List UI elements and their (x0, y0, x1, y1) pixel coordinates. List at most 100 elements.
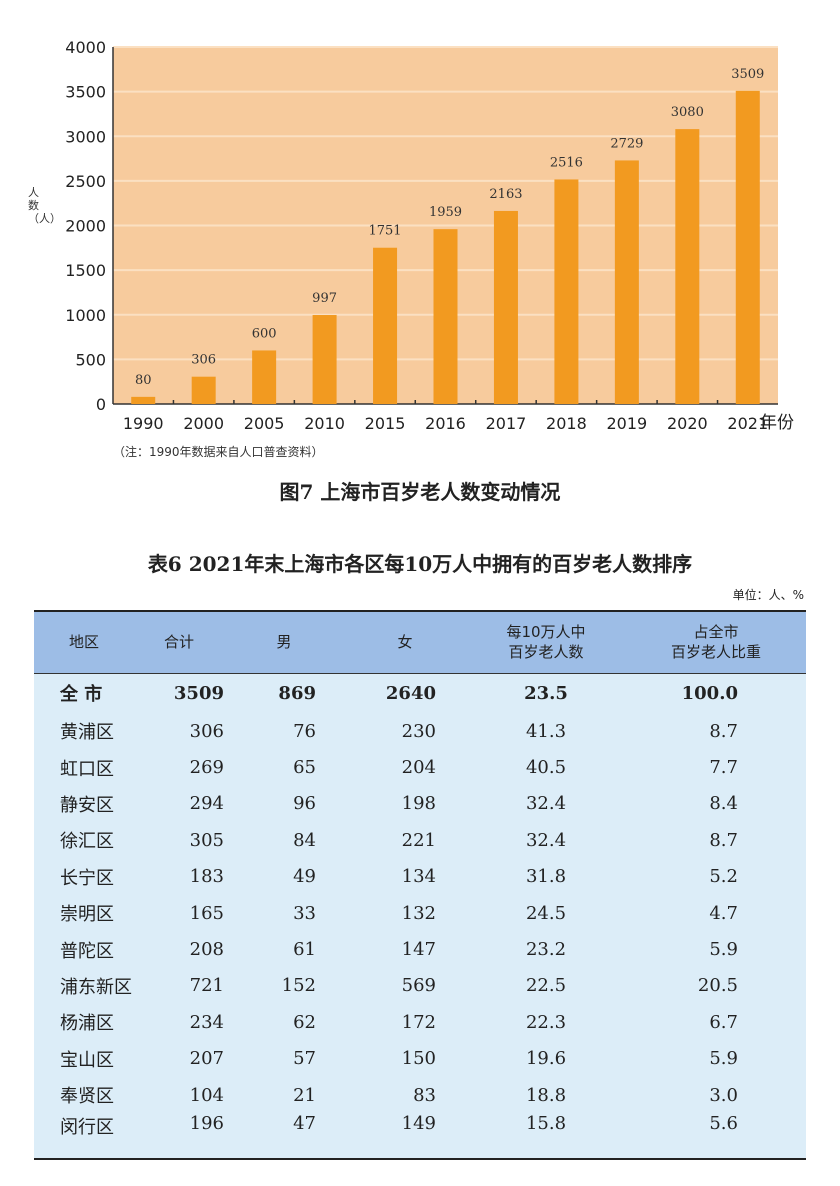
table-cell: 305 (189, 829, 224, 851)
table-cell: 165 (189, 902, 224, 924)
y-tick-label: 500 (75, 350, 106, 369)
table-cell: 33 (293, 902, 316, 924)
chart-title: 图7 上海市百岁老人数变动情况 (279, 480, 561, 504)
table-header-row: 地区 合计 男 女 每10万人中 百岁老人数 占全市 百岁老人比重 (34, 611, 806, 673)
table-cell: 32.4 (525, 829, 567, 851)
table-cell: 18.8 (525, 1084, 567, 1106)
table-cell: 61 (293, 939, 316, 961)
table-row: 全 市 3509 869 2640 23.5 100.0 (34, 673, 806, 713)
bar-2021 (735, 90, 760, 404)
column-header: 合计 (163, 633, 194, 652)
table-cell: 7.7 (709, 757, 738, 779)
table-cell: 196 (189, 1113, 224, 1135)
table-row: 宝山区 207 57 150 19.6 5.9 (34, 1041, 806, 1077)
data-label-2021: 3509 (731, 67, 764, 82)
table-cell: 204 (401, 757, 436, 779)
y-tick-label: 2500 (65, 172, 106, 191)
data-table: 地区 合计 男 女 每10万人中 百岁老人数 占全市 百岁老人比重 全 市 3509 869 264… (34, 610, 806, 1161)
bar-1990 (131, 396, 156, 404)
table-cell: 5.6 (709, 1113, 738, 1135)
table-cell: 172 (401, 1011, 436, 1033)
table-cell: 崇明区 (60, 904, 114, 926)
table-cell: 198 (401, 793, 436, 815)
x-tick-label: 2021 (727, 414, 768, 433)
table-row: 虹口区 269 65 204 40.5 7.7 (34, 749, 806, 785)
table-cell: 152 (281, 975, 316, 997)
table-row: 长宁区 183 49 134 31.8 5.2 (34, 859, 806, 895)
table-cell: 21 (293, 1084, 316, 1106)
table-cell: 65 (293, 757, 316, 779)
table-cell: 132 (401, 902, 436, 924)
table-cell: 569 (401, 975, 436, 997)
table-cell: 20.5 (697, 975, 738, 997)
table-cell: 8.7 (709, 829, 738, 851)
table-cell: 207 (189, 1048, 224, 1070)
table-cell: 22.5 (525, 975, 567, 997)
bar-chart: 0 500 1000 1500 2000 2500 3000 3500 4000 80 1990 30… (65, 38, 778, 433)
table-row: 奉贤区 104 21 83 18.8 3.0 (34, 1077, 806, 1113)
table-cell: 183 (189, 866, 224, 888)
bar-2015 (373, 247, 398, 404)
y-tick-label: 1000 (65, 306, 106, 325)
table-cell: 234 (189, 1011, 224, 1033)
y-tick-label: 3000 (65, 127, 106, 146)
table-cell: 徐汇区 (60, 831, 114, 853)
table-cell: 41.3 (525, 720, 567, 742)
chart-note: （注：1990年数据来自人口普查资料） (113, 445, 324, 459)
x-tick-label: 2019 (607, 414, 648, 433)
table-title: 表6 2021年末上海市各区每10万人中拥有的百岁老人数排序 (147, 552, 693, 576)
x-tick-label: 2017 (486, 414, 527, 433)
table-cell: 84 (293, 829, 316, 851)
table-cell: 230 (401, 720, 436, 742)
table-cell: 5.9 (709, 939, 738, 961)
table-cell: 104 (189, 1084, 224, 1106)
table-cell: 6.7 (709, 1011, 738, 1033)
table-cell: 全 市 (60, 684, 103, 706)
table-cell: 5.9 (709, 1048, 738, 1070)
table-row: 闵行区 196 47 149 15.8 5.6 (34, 1113, 806, 1159)
table-cell: 221 (401, 829, 436, 851)
bar-2000 (191, 376, 216, 404)
table-cell: 宝山区 (60, 1049, 114, 1071)
table-row: 普陀区 208 61 147 23.2 5.9 (34, 931, 806, 967)
table-cell: 虹口区 (60, 758, 114, 780)
x-tick-label: 2010 (304, 414, 345, 433)
table-cell: 黄浦区 (60, 722, 114, 744)
bar-2010 (312, 315, 337, 404)
y-tick-label: 2000 (65, 217, 106, 236)
table-cell: 23.5 (524, 682, 568, 704)
x-tick-label: 2020 (667, 414, 708, 433)
table-cell: 96 (293, 793, 316, 815)
table-row: 黄浦区 306 76 230 41.3 8.7 (34, 713, 806, 749)
y-tick-label: 4000 (65, 38, 106, 57)
data-label-1990: 80 (135, 373, 152, 388)
table-cell: 长宁区 (60, 867, 114, 889)
table-cell: 闵行区 (60, 1117, 114, 1139)
y-tick-label: 3500 (65, 83, 106, 102)
table-cell: 奉贤区 (60, 1086, 114, 1108)
table-row: 静安区 294 96 198 32.4 8.4 (34, 786, 806, 822)
x-tick-label: 1990 (123, 414, 164, 433)
y-tick-label: 1500 (65, 261, 106, 280)
table-cell: 19.6 (525, 1048, 567, 1070)
x-tick-label: 2015 (365, 414, 406, 433)
data-label-2005: 600 (252, 326, 277, 341)
table-cell: 8.4 (709, 793, 738, 815)
table-cell: 134 (401, 866, 436, 888)
table-cell: 150 (401, 1048, 436, 1070)
table-cell: 49 (293, 866, 316, 888)
y-tick-label: 0 (96, 395, 106, 414)
bar-2017 (493, 210, 518, 404)
data-label-2018: 2516 (550, 155, 583, 170)
data-label-2017: 2163 (489, 187, 522, 202)
column-header: 地区 (68, 633, 99, 652)
x-tick-label: 2016 (425, 414, 466, 433)
table-cell: 208 (189, 939, 224, 961)
table-row: 崇明区 165 33 132 24.5 4.7 (34, 895, 806, 931)
table-cell: 306 (189, 720, 224, 742)
x-tick-label: 2000 (183, 414, 224, 433)
table-cell: 47 (293, 1113, 316, 1135)
table-cell: 83 (413, 1084, 436, 1106)
table-cell: 40.5 (525, 757, 567, 779)
